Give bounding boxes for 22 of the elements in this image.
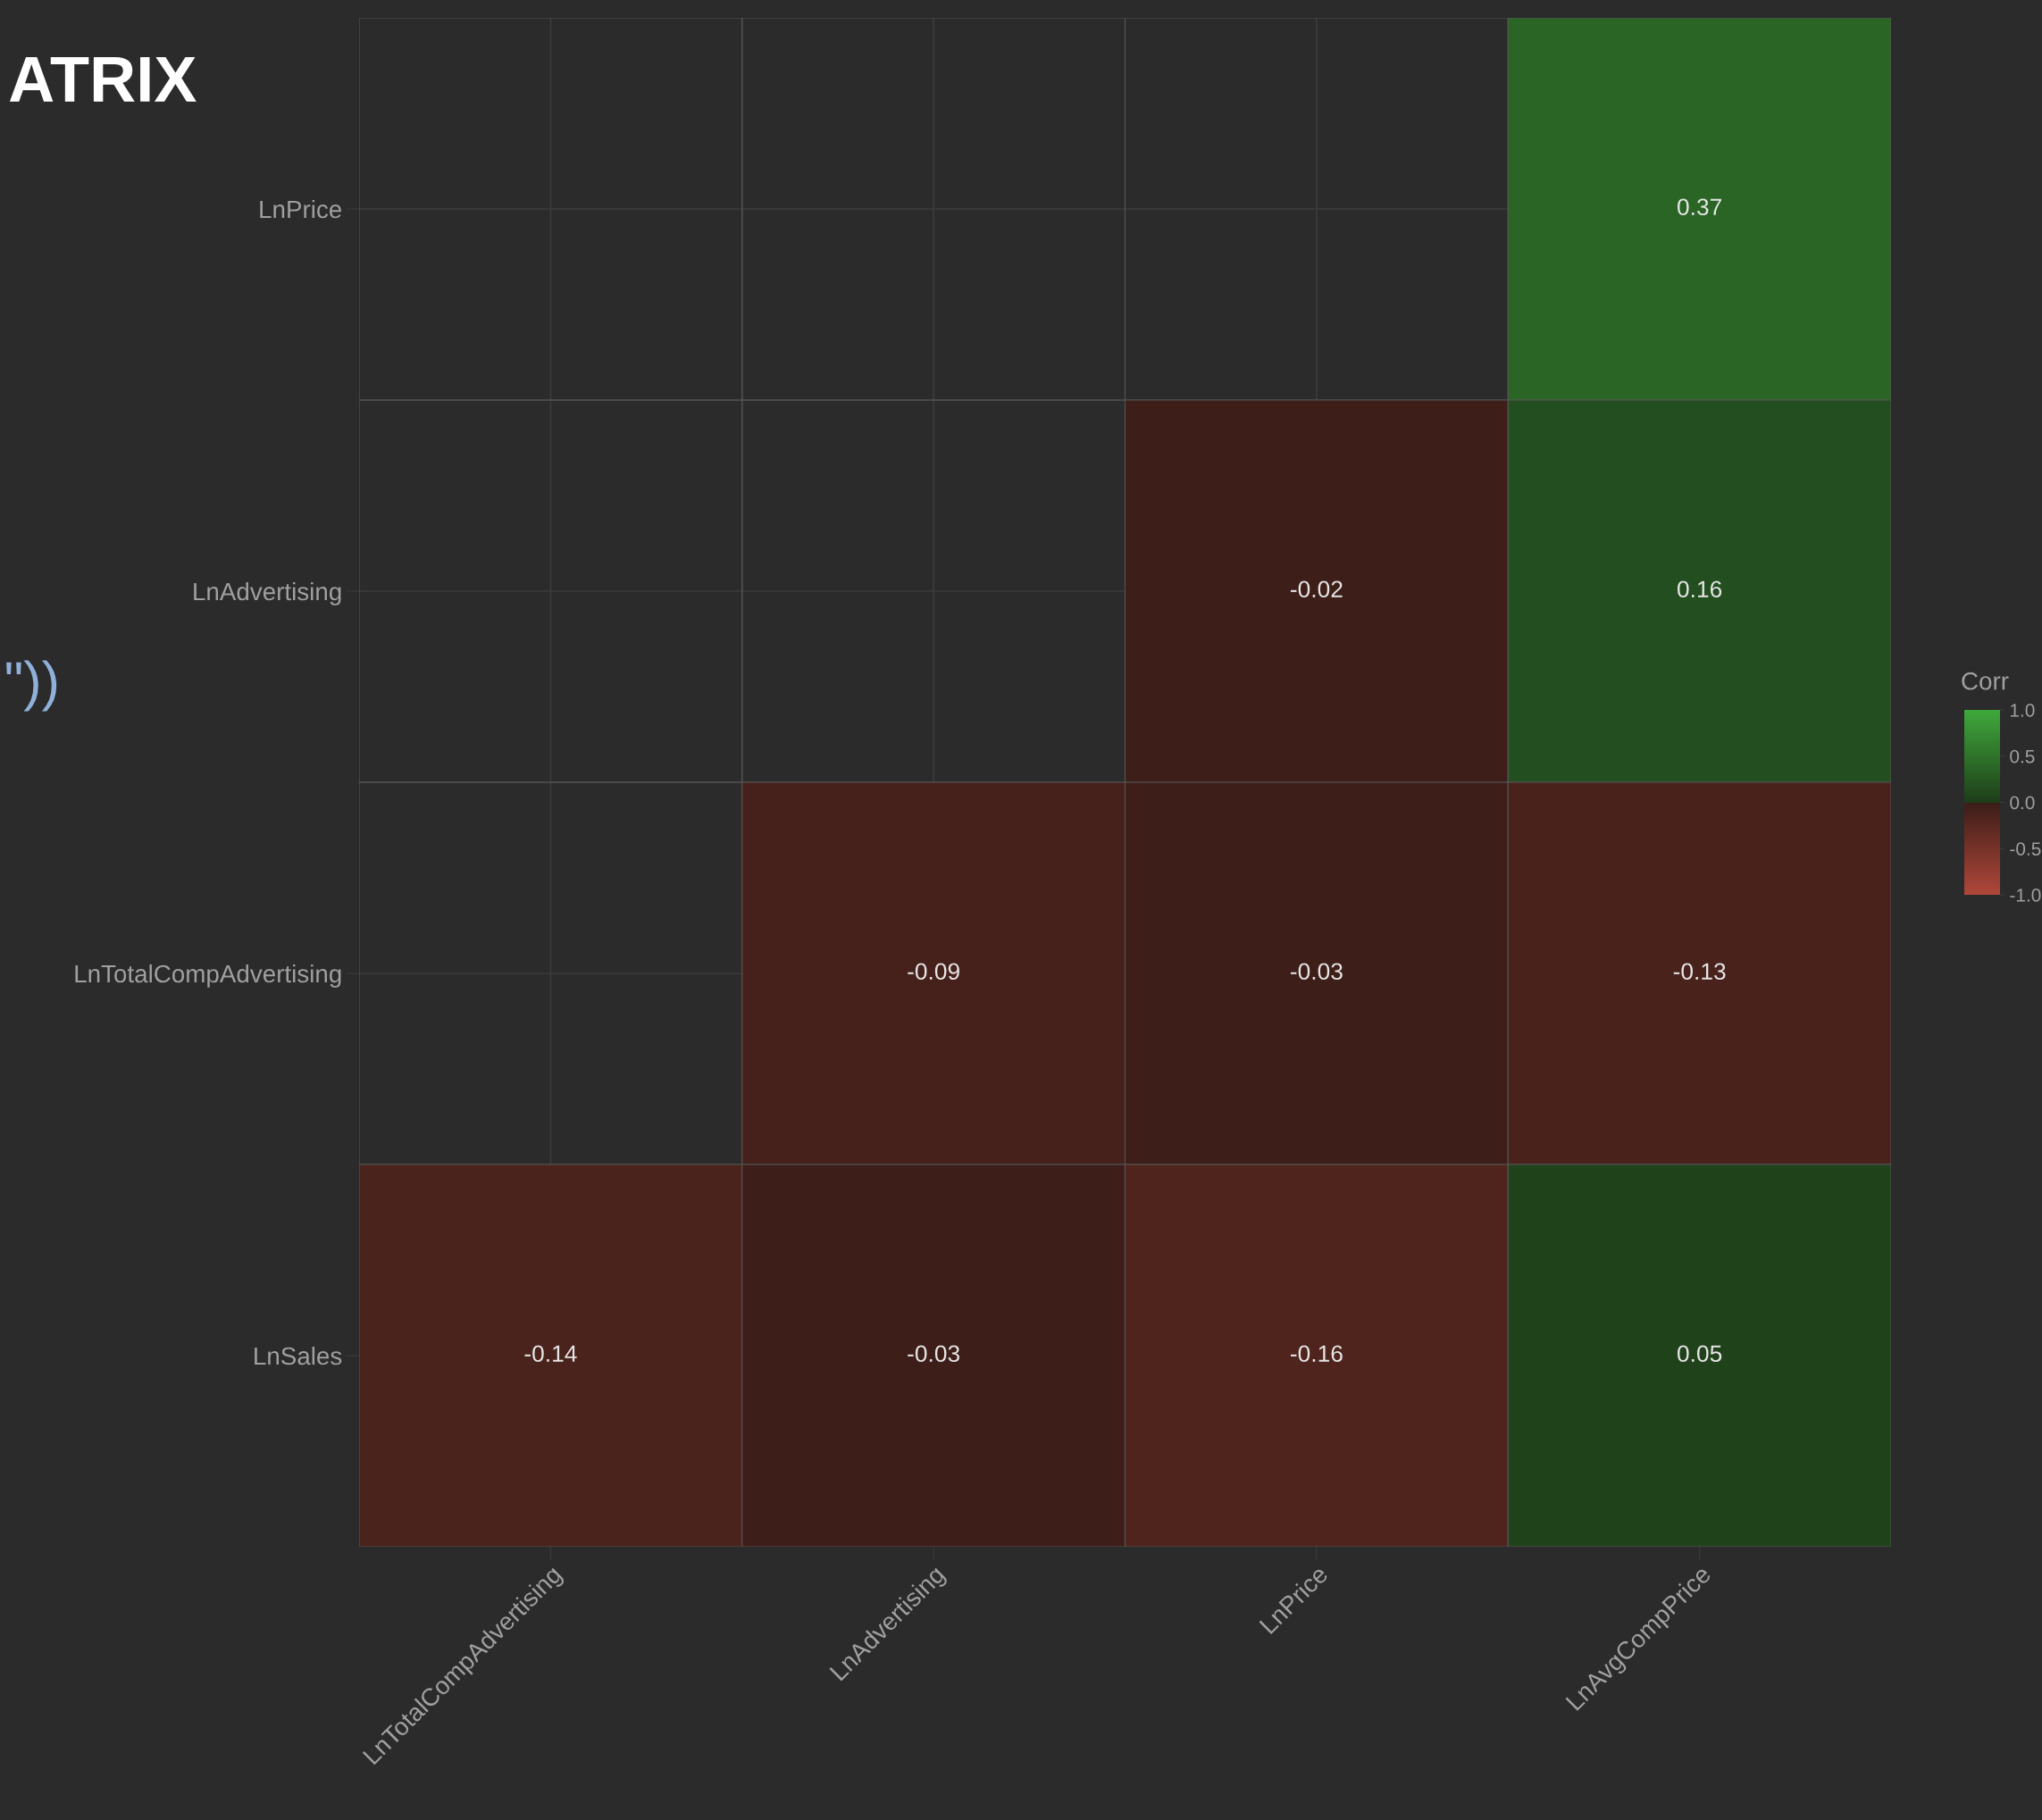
color-bar-label: 1.0: [2011, 704, 2035, 717]
color-bar-label: 0.5: [2010, 749, 2035, 764]
text: ")): [6, 660, 57, 712]
data-label: -0.09: [908, 963, 959, 981]
data-label: -0.03: [908, 1345, 960, 1363]
y-tick-label: LnSales: [255, 1346, 342, 1365]
data-label: -0.14: [524, 1345, 577, 1363]
data-label: -0.13: [1673, 963, 1726, 981]
y-tick-label: LnPrice: [260, 199, 342, 219]
data-label: 0.16: [1677, 580, 1722, 598]
data-label: -0.03: [1290, 963, 1343, 981]
chart-title: ATRIX: [9, 56, 197, 102]
data-label: 0.05: [1677, 1345, 1722, 1363]
color-bar-title: Corr: [1962, 672, 2009, 690]
y-tick-label: LnTotalCompAdvertising: [75, 964, 341, 988]
color-bar-label: -1.0: [2010, 889, 2041, 902]
data-label: -0.16: [1290, 1345, 1343, 1363]
y-tick-label: LnAdvertising: [194, 581, 341, 605]
data-label: -0.02: [1290, 580, 1343, 598]
color-bar-label: -0.5: [2010, 842, 2041, 856]
color-bar-label: 0.0: [2010, 796, 2035, 810]
data-label: 0.37: [1677, 198, 1721, 216]
